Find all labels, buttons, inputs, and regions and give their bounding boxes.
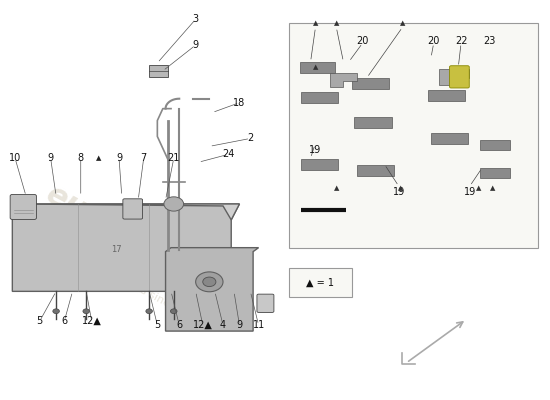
Text: 11: 11 xyxy=(252,320,265,330)
Circle shape xyxy=(53,309,59,314)
Text: ▲: ▲ xyxy=(313,64,318,70)
Text: 2: 2 xyxy=(248,134,254,144)
Circle shape xyxy=(196,272,223,292)
Text: ▲: ▲ xyxy=(400,20,405,26)
Text: 18: 18 xyxy=(233,98,245,108)
Bar xyxy=(289,23,538,248)
Polygon shape xyxy=(12,204,239,291)
Text: 6: 6 xyxy=(176,320,182,330)
Text: 6: 6 xyxy=(61,316,68,326)
Text: ▲: ▲ xyxy=(490,185,496,191)
Text: 24: 24 xyxy=(222,149,235,159)
Bar xyxy=(357,165,394,176)
FancyBboxPatch shape xyxy=(449,66,469,88)
Text: 5: 5 xyxy=(36,316,43,326)
Text: 5: 5 xyxy=(154,320,161,330)
Text: 7: 7 xyxy=(141,153,147,163)
FancyBboxPatch shape xyxy=(10,194,36,220)
Text: 17: 17 xyxy=(111,245,122,254)
Text: 19: 19 xyxy=(464,187,476,197)
Polygon shape xyxy=(166,248,258,331)
FancyBboxPatch shape xyxy=(123,199,142,219)
Text: a passion for parts since 1°: a passion for parts since 1° xyxy=(52,239,191,320)
Polygon shape xyxy=(439,69,469,85)
Bar xyxy=(428,90,465,101)
Text: ▲ = 1: ▲ = 1 xyxy=(306,278,334,288)
Circle shape xyxy=(83,309,90,314)
Polygon shape xyxy=(20,204,239,220)
Text: 22: 22 xyxy=(455,36,468,46)
Text: 3: 3 xyxy=(192,14,199,24)
Bar xyxy=(351,78,389,89)
Text: 21: 21 xyxy=(168,153,180,163)
Text: 20: 20 xyxy=(356,36,369,46)
Circle shape xyxy=(146,309,152,314)
Polygon shape xyxy=(329,73,357,87)
Text: 9: 9 xyxy=(192,40,199,50)
Bar xyxy=(301,92,338,103)
Text: 23: 23 xyxy=(483,36,496,46)
Text: euroParts: euroParts xyxy=(41,180,202,284)
Bar xyxy=(480,140,510,150)
Text: 19: 19 xyxy=(309,145,321,155)
FancyBboxPatch shape xyxy=(257,294,274,312)
Bar xyxy=(480,168,510,178)
Circle shape xyxy=(164,197,184,211)
Text: 4: 4 xyxy=(220,320,226,330)
Text: 12▲: 12▲ xyxy=(82,316,102,326)
Circle shape xyxy=(170,309,177,314)
Text: 9: 9 xyxy=(48,153,54,163)
Text: 9: 9 xyxy=(116,153,122,163)
Text: 19: 19 xyxy=(393,187,405,197)
Text: ▲: ▲ xyxy=(398,185,404,191)
Polygon shape xyxy=(149,65,168,77)
Bar xyxy=(300,62,335,73)
Text: ▲: ▲ xyxy=(96,155,102,161)
Text: 10: 10 xyxy=(9,153,21,163)
Text: 20: 20 xyxy=(427,36,440,46)
Text: ▲: ▲ xyxy=(313,20,318,26)
Bar xyxy=(354,117,392,128)
Text: 12▲: 12▲ xyxy=(193,320,213,330)
Text: ▲: ▲ xyxy=(334,185,339,191)
Text: ▲: ▲ xyxy=(334,20,339,26)
Text: 8: 8 xyxy=(78,153,84,163)
Bar xyxy=(301,159,338,170)
Circle shape xyxy=(203,277,216,286)
Bar xyxy=(289,268,351,297)
Text: 9: 9 xyxy=(236,320,243,330)
Text: ▲: ▲ xyxy=(476,185,481,191)
Bar xyxy=(431,133,468,144)
